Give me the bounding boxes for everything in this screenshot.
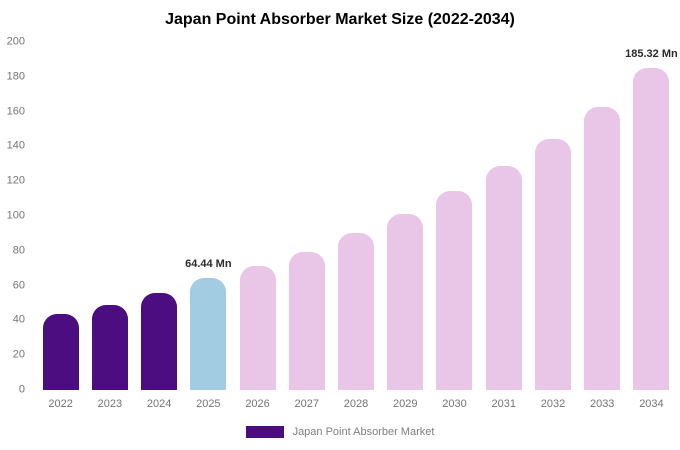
x-axis-label: 2030	[442, 398, 467, 410]
y-axis: 0 20 40 60 80 100 120 140 160 180 200	[0, 36, 28, 395]
chart-title: Japan Point Absorber Market Size (2022-2…	[165, 11, 515, 28]
y-tick-label: 120	[6, 174, 25, 187]
bar	[534, 138, 571, 390]
bar	[91, 304, 128, 390]
bar-column: 2033	[578, 42, 627, 410]
bar-column: 2028	[331, 42, 380, 410]
y-tick-label: 80	[12, 244, 25, 257]
x-axis-label: 2031	[491, 398, 516, 410]
bar	[239, 266, 276, 390]
bar-column: 2023	[85, 42, 134, 410]
bar-column: 2034 185.32 Mn	[625, 42, 678, 410]
bar	[633, 67, 670, 390]
y-tick-label: 160	[6, 105, 25, 118]
bar-column: 2026	[233, 42, 282, 410]
x-axis-label: 2027	[294, 398, 320, 410]
bar	[338, 233, 375, 390]
bar	[190, 277, 227, 390]
bar-column: 2031	[479, 42, 528, 410]
x-axis-label: 2024	[146, 398, 172, 410]
bar	[584, 107, 621, 390]
bar-value-label: 185.32 Mn	[625, 47, 678, 60]
legend-label: Japan Point Absorber Market	[292, 426, 435, 438]
bar-column: 2032	[528, 42, 577, 410]
bar-column: 2027	[282, 42, 331, 410]
x-axis-label: 2026	[245, 398, 270, 410]
bar	[436, 190, 473, 390]
plot-area: 2022 2023 2024 2025 64.44 Mn 2026 2027 2028 2029…	[36, 42, 678, 410]
y-tick-label: 200	[6, 35, 25, 48]
bar-column: 2022	[36, 42, 85, 410]
legend-swatch	[245, 426, 284, 438]
x-axis-label: 2034	[639, 398, 664, 410]
bar-column: 2025 64.44 Mn	[184, 42, 233, 410]
bar-column: 2030	[430, 42, 479, 410]
y-tick-label: 60	[12, 279, 25, 292]
x-axis-label: 2025	[196, 398, 221, 410]
bar	[141, 293, 178, 390]
x-axis-label: 2022	[48, 398, 73, 410]
y-tick-label: 40	[12, 313, 25, 326]
y-tick-label: 140	[6, 139, 25, 152]
x-axis-label: 2028	[343, 398, 369, 410]
y-tick-label: 20	[12, 348, 25, 361]
bar	[42, 314, 79, 390]
legend: Japan Point Absorber Market	[0, 426, 680, 438]
bar-column: 2029	[381, 42, 430, 410]
bar	[387, 214, 424, 390]
bar-column: 2024	[134, 42, 183, 410]
x-axis-label: 2023	[97, 398, 123, 410]
y-tick-label: 180	[6, 70, 25, 83]
y-tick-label: 0	[18, 383, 25, 396]
bar-value-label: 64.44 Mn	[185, 257, 232, 270]
y-tick-label: 100	[6, 209, 25, 222]
x-axis-label: 2032	[540, 398, 566, 410]
bar	[288, 251, 325, 390]
x-axis-label: 2033	[589, 398, 615, 410]
bar	[485, 166, 522, 390]
x-axis-label: 2029	[393, 398, 418, 410]
